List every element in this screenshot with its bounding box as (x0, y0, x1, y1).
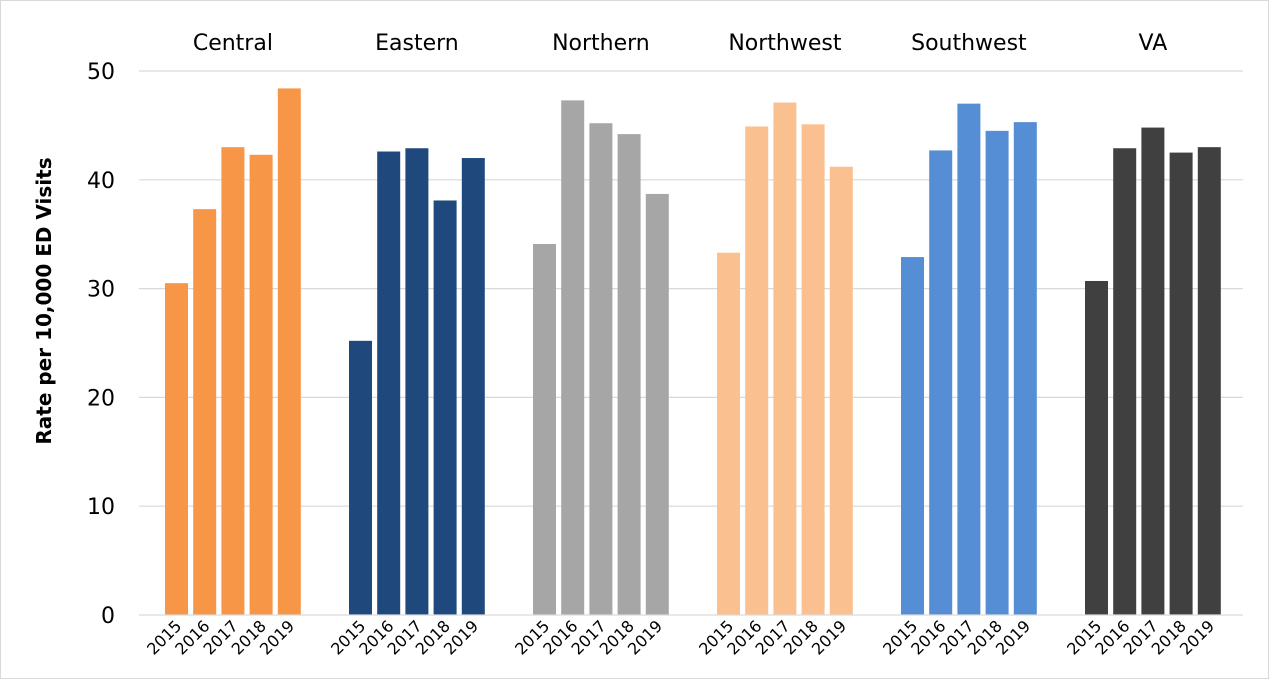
bar-northern-2015 (533, 243, 556, 615)
y-tick-label: 30 (87, 278, 115, 303)
y-tick-label: 10 (87, 495, 115, 520)
bar-northern-2019 (645, 193, 669, 615)
bars (165, 88, 1221, 616)
bar-northern-2017 (589, 123, 613, 615)
bar-northwest-2019 (829, 166, 853, 615)
bar-eastern-2016 (377, 151, 401, 615)
bar-eastern-2015 (349, 340, 372, 615)
group-label-va: VA (1139, 31, 1168, 56)
bar-eastern-2019 (461, 158, 485, 616)
bar-central-2019 (277, 88, 301, 615)
group-label-northwest: Northwest (728, 31, 842, 56)
bar-va-2016 (1113, 148, 1137, 616)
bar-southwest-2018 (985, 130, 1009, 615)
bar-va-2019 (1197, 147, 1221, 615)
group-labels: Central Eastern Northern Northwest Southwest… (193, 31, 1167, 56)
bar-southwest-2016 (929, 150, 953, 615)
group-label-eastern: Eastern (375, 31, 459, 56)
bar-central-2018 (249, 154, 273, 615)
bar-northwest-2017 (773, 102, 797, 615)
group-label-northern: Northern (552, 31, 650, 56)
bar-va-2018 (1169, 152, 1193, 615)
y-tick-label: 40 (87, 169, 115, 194)
bar-eastern-2017 (405, 148, 429, 616)
bar-northern-2018 (617, 134, 641, 615)
bar-va-2015 (1085, 280, 1108, 615)
group-label-central: Central (193, 31, 273, 56)
group-label-southwest: Southwest (911, 31, 1027, 56)
bar-central-2016 (193, 209, 217, 615)
y-axis-ticks: 0 10 20 30 40 50 (87, 60, 115, 629)
bar-eastern-2018 (433, 200, 457, 616)
bar-southwest-2019 (1013, 122, 1037, 616)
bar-va-2017 (1141, 127, 1165, 616)
bar-southwest-2015 (901, 257, 924, 615)
bar-northwest-2015 (717, 252, 740, 616)
y-tick-label: 0 (101, 604, 115, 629)
gridlines (139, 70, 1243, 507)
y-axis-title: Rate per 10,000 ED Visits (32, 157, 56, 444)
bar-central-2015 (165, 283, 188, 615)
bar-northwest-2016 (745, 126, 769, 615)
bar-central-2017 (221, 147, 245, 615)
y-tick-label: 50 (87, 60, 115, 85)
bar-northern-2016 (561, 100, 585, 616)
y-tick-label: 20 (87, 386, 115, 411)
bar-southwest-2017 (957, 103, 981, 615)
bar-northwest-2018 (801, 124, 825, 615)
